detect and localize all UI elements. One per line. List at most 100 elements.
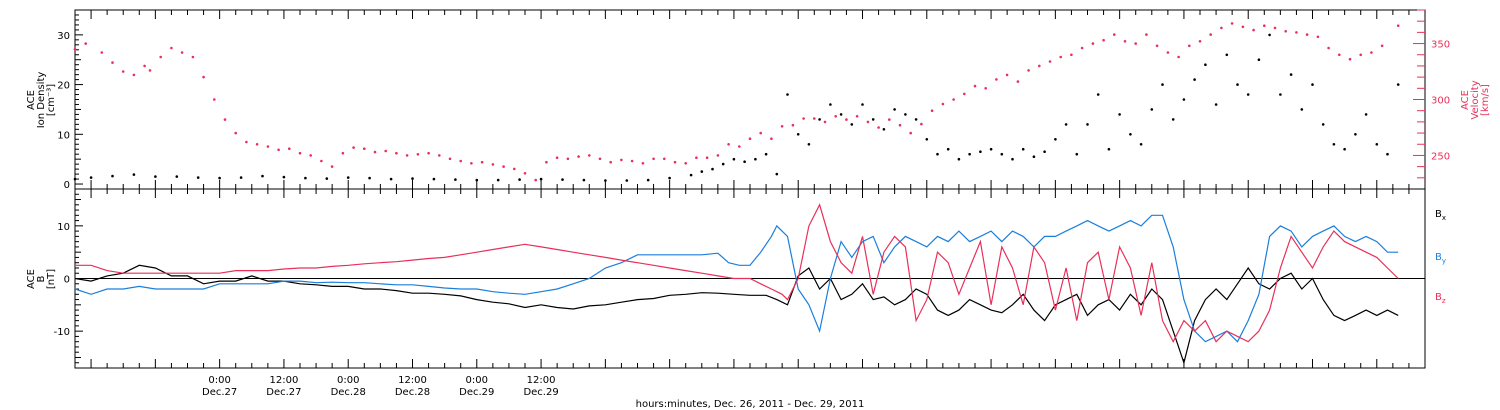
top-data-point [223,118,227,121]
top-data-point [738,145,741,148]
top-data-point [1295,31,1298,34]
top-data-point [711,167,714,171]
top-data-point [1096,93,1100,96]
top-data-point [957,157,961,161]
top-data-point [368,176,371,180]
top-left-tick-label: 30 [57,31,70,42]
top-right-tick-label: 350 [1431,40,1450,51]
top-series-1 [73,22,1400,182]
x-tick-time: 0:00 [466,375,488,386]
top-data-point [1145,33,1148,36]
top-data-point [861,103,864,106]
top-data-point [1252,28,1255,32]
top-data-point [1230,22,1234,25]
top-data-point [1386,152,1389,156]
top-data-point [1177,55,1180,59]
top-data-point [395,151,398,155]
top-data-point [566,157,570,161]
top-data-point [941,102,945,106]
top-data-point [121,70,125,73]
top-data-point [1016,80,1020,83]
top-data-point [1032,155,1036,158]
bottom-left-tick-label: 10 [57,222,70,233]
top-data-point [1305,33,1309,36]
x-axis: 0:00Dec.2712:00Dec.270:00Dec.2812:00Dec.… [90,10,1410,398]
top-right-ylabel-line2: Velocity [1470,80,1481,119]
top-right-tick-label: 300 [1431,96,1450,107]
top-data-point [561,178,564,181]
top-data-point [1118,113,1121,116]
top-data-point [346,176,350,179]
legend-bx: Bx [1435,209,1446,222]
top-data-point [989,147,993,151]
top-data-point [341,151,345,155]
x-tick-time: 0:00 [208,375,230,386]
top-data-point [1396,24,1400,28]
top-data-point [298,151,302,155]
top-data-point [930,109,934,112]
top-right-axis: 250 300 350 [1413,9,1450,190]
top-data-point [850,123,854,126]
top-left-ylabel-line1: ACE [26,90,37,110]
top-left-ylabel-line2: Ion Density [36,72,47,129]
top-data-point [979,150,982,153]
top-data-point [877,126,880,129]
top-data-point [914,118,918,121]
x-tick-time: 12:00 [270,375,299,386]
top-data-point [502,165,505,168]
top-data-point [839,113,843,116]
top-data-point [523,172,527,175]
bottom-panel: -10 0 10 ACE B [nT] Bx By Bz [26,188,1446,369]
x-tick-time: 12:00 [398,375,427,386]
top-right-ylabel: ACE Velocity [km/s] [1460,80,1491,119]
top-data-point [170,46,173,50]
top-left-tick-label: 10 [57,130,70,141]
top-left-axis: 0 10 20 30 [57,9,83,191]
top-data-point [159,55,162,59]
top-left-tick-label: 20 [57,81,70,92]
top-data-point [218,176,221,180]
top-data-point [539,177,543,181]
top-data-point [1129,133,1132,136]
top-data-point [384,149,388,153]
top-data-point [89,176,93,179]
top-data-point [716,154,720,157]
bottom-left-tick-label: -10 [54,327,70,338]
top-data-point [646,178,650,182]
top-data-point [202,75,205,79]
top-data-point [234,131,237,135]
top-data-point [807,143,811,146]
top-data-point [823,120,827,124]
top-data-point [1279,93,1282,96]
top-data-point [663,157,666,161]
top-data-point [1150,108,1154,111]
top-right-ylabel-line1: ACE [1460,90,1471,110]
top-data-point [73,177,77,181]
top-data-point [320,159,323,163]
x-tick-date: Dec.27 [266,387,301,398]
top-data-point [1321,123,1325,126]
top-panel: 0 10 20 30 250 300 350 ACE Ion Density [cm⁻³]… [26,9,1491,191]
top-data-point [925,138,929,141]
top-data-point [1214,103,1218,106]
top-data-point [802,117,805,120]
top-data-point [470,162,473,165]
top-data-point [1005,73,1009,77]
x-tick-date: Dec.27 [202,387,237,398]
top-data-point [796,133,800,136]
top-data-point [1204,63,1207,66]
top-data-point [518,178,521,181]
top-data-point [438,154,441,157]
top-data-point [416,153,420,156]
top-data-point [1070,53,1073,57]
top-data-point [432,177,436,181]
top-data-point [363,147,366,150]
top-data-point [261,174,264,178]
top-data-point [1380,44,1384,48]
top-data-point [946,147,950,151]
top-data-point [1038,64,1041,68]
bottom-ylabel: ACE B [nT] [26,269,57,289]
top-data-point [952,98,955,101]
top-data-point [411,177,414,180]
top-data-point [609,160,612,164]
